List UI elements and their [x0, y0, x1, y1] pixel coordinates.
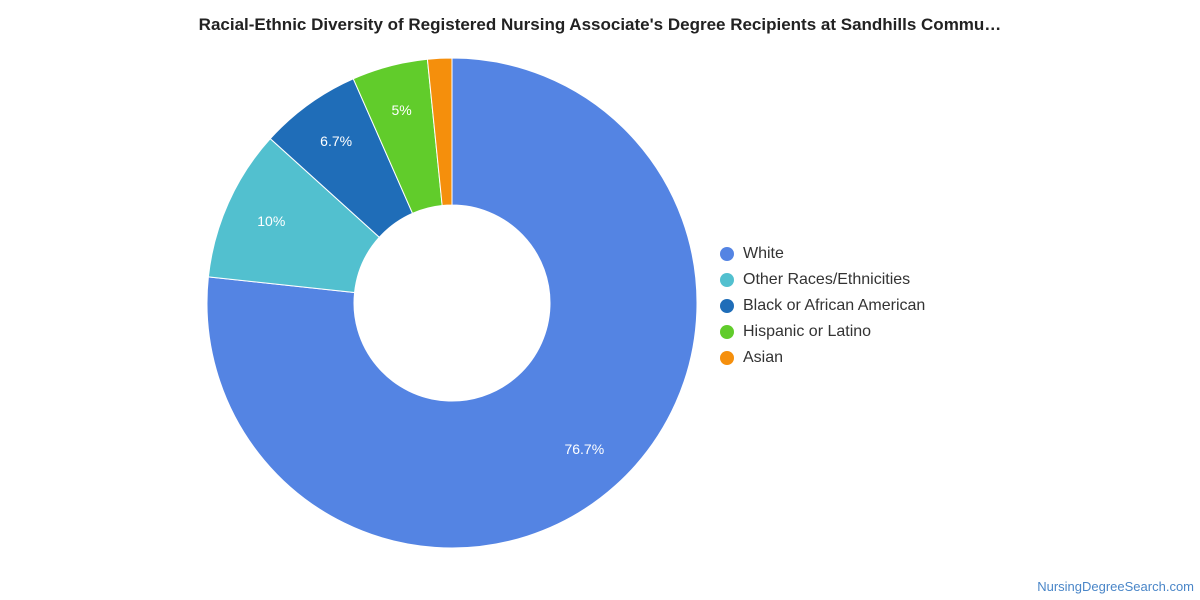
slices-group — [206, 57, 698, 549]
legend-item[interactable]: Hispanic or Latino — [720, 319, 925, 345]
legend: White Other Races/Ethnicities Black or Afr… — [720, 241, 925, 371]
legend-item[interactable]: Other Races/Ethnicities — [720, 267, 925, 293]
legend-dot-icon — [720, 351, 734, 365]
legend-label: Other Races/Ethnicities — [743, 271, 911, 288]
legend-label: Asian — [743, 349, 784, 366]
legend-item[interactable]: White — [720, 241, 925, 267]
legend-label: White — [743, 245, 784, 262]
legend-dot-icon — [720, 325, 734, 339]
slice-label: 76.7% — [564, 441, 604, 457]
slice-label: 5% — [391, 102, 411, 118]
chart-title: Racial-Ethnic Diversity of Registered Nu… — [198, 15, 1002, 34]
slice-label: 6.7% — [320, 133, 352, 149]
legend-dot-icon — [720, 299, 734, 313]
legend-item[interactable]: Asian — [720, 345, 925, 371]
slice-white[interactable] — [206, 57, 698, 549]
source-link[interactable]: NursingDegreeSearch.com — [1037, 579, 1194, 594]
legend-dot-icon — [720, 273, 734, 287]
legend-label: Hispanic or Latino — [743, 323, 872, 340]
legend-item[interactable]: Black or African American — [720, 293, 925, 319]
legend-dot-icon — [720, 247, 734, 261]
slice-labels-group: 76.7% 10% 6.7% 5% — [257, 102, 604, 457]
slice-asian[interactable] — [426, 57, 453, 207]
legend-label: Black or African American — [743, 297, 926, 314]
slice-label: 10% — [257, 213, 285, 229]
